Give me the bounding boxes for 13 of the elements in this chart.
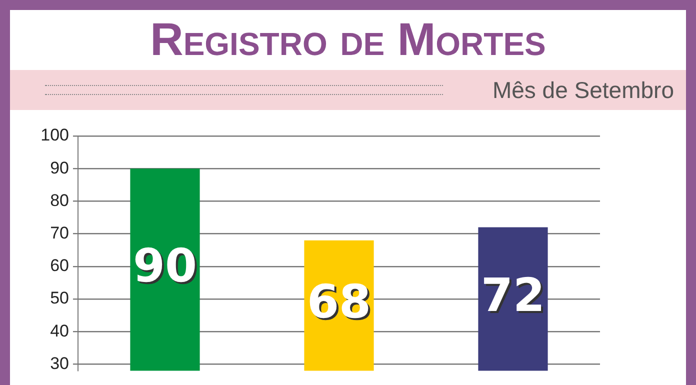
y-tick-label: 80: [50, 190, 69, 210]
data-label: 72: [480, 268, 546, 322]
chart-title: Registro de Mortes: [149, 12, 547, 66]
y-tick-label: 40: [50, 321, 69, 340]
data-label: 68: [306, 274, 372, 329]
y-tick-label: 100: [40, 126, 69, 145]
y-tick-label: 30: [50, 354, 69, 373]
y-tick-label: 90: [50, 158, 69, 178]
y-tick-label: 70: [50, 224, 69, 243]
data-label: 90: [132, 238, 198, 293]
y-tick-label: 50: [50, 288, 69, 308]
chart-subtitle: Mês de Setembro: [492, 76, 674, 105]
y-tick-label: 60: [50, 256, 69, 276]
